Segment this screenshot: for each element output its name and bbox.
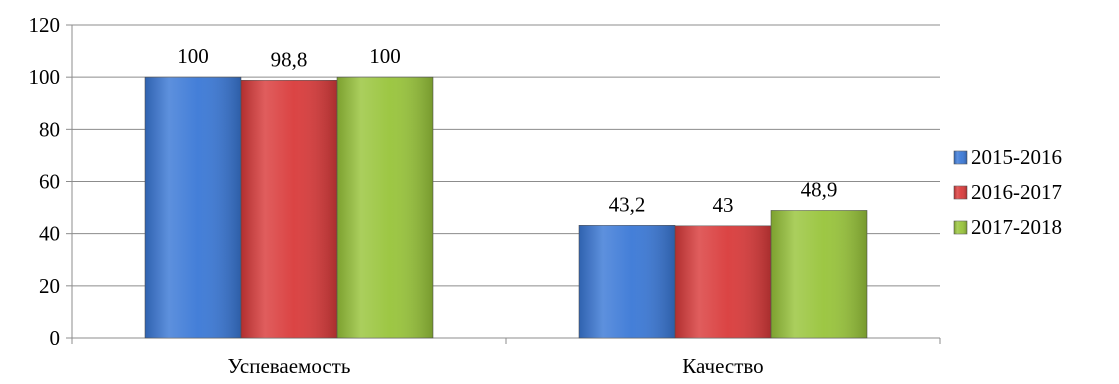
bar-shading — [579, 225, 675, 338]
legend-swatch-shading — [954, 151, 967, 164]
data-label: 43,2 — [609, 192, 646, 216]
data-labels: 100 98,8 100 43,2 43 48,9 — [177, 44, 837, 217]
y-tick-label: 100 — [29, 65, 61, 89]
y-tick-label: 0 — [50, 326, 61, 350]
x-tick-label: Качество — [682, 354, 763, 378]
data-label: 100 — [177, 44, 209, 68]
y-tick-label: 60 — [39, 170, 60, 194]
data-label: 98,8 — [271, 47, 308, 71]
x-tick-label: Успеваемость — [228, 354, 351, 378]
y-tick-label: 20 — [39, 274, 60, 298]
bar-shading — [241, 80, 337, 339]
y-tick-label: 120 — [29, 13, 61, 37]
bars — [144, 76, 868, 339]
bar-shading — [675, 225, 771, 338]
legend-swatch-shading — [954, 186, 967, 199]
bar-shading — [145, 77, 241, 339]
legend-label: 2016-2017 — [971, 180, 1062, 204]
bar-shading — [337, 77, 433, 339]
data-label: 100 — [369, 44, 401, 68]
bar-shading — [771, 210, 867, 338]
axes: 0 20 40 60 80 100 120 Успеваемость Качество — [29, 13, 941, 378]
legend-swatch-shading — [954, 221, 967, 234]
y-tick-label: 80 — [39, 117, 60, 141]
legend-label: 2015-2016 — [971, 145, 1062, 169]
data-label: 48,9 — [801, 177, 838, 201]
legend: 2015-2016 2016-2017 2017-2018 — [953, 145, 1062, 239]
legend-label: 2017-2018 — [971, 215, 1062, 239]
data-label: 43 — [713, 193, 734, 217]
y-tick-label: 40 — [39, 222, 60, 246]
